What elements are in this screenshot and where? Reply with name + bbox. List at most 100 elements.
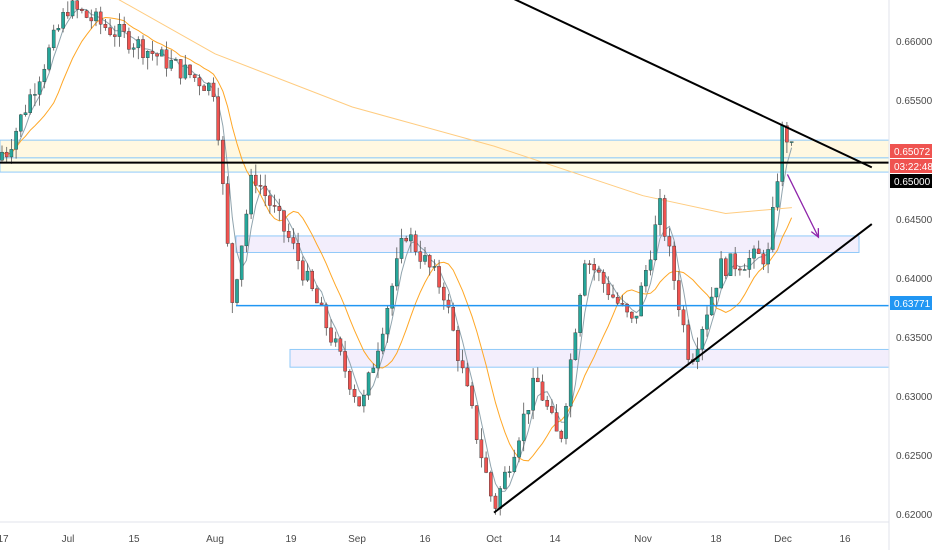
candle-body xyxy=(70,0,75,17)
candle-body xyxy=(225,183,230,244)
arrow-shaft xyxy=(786,174,820,238)
candle-body xyxy=(385,308,390,335)
candle-body xyxy=(131,47,136,50)
candle-body xyxy=(19,114,23,132)
lines-layer xyxy=(0,0,889,514)
candle-body xyxy=(277,206,282,211)
candle-body xyxy=(159,49,164,57)
candle-body xyxy=(507,471,512,473)
candle-body xyxy=(258,185,263,187)
candle-body xyxy=(169,60,174,69)
candle-body xyxy=(84,10,89,18)
last-price-label: 0.65072 xyxy=(894,147,931,158)
candle-body xyxy=(714,287,719,298)
candle-body xyxy=(357,396,362,407)
candle-body xyxy=(615,297,620,304)
candle-body xyxy=(216,96,221,141)
candle-body xyxy=(409,234,413,242)
candle-body xyxy=(780,125,784,182)
countdown-label: 03:22:48 xyxy=(894,162,932,173)
candle-body xyxy=(545,400,549,407)
x-tick-label: 18 xyxy=(710,534,722,545)
candle-body xyxy=(230,243,235,303)
ma-long-line xyxy=(118,0,792,215)
candle-body xyxy=(771,207,775,250)
candle-body xyxy=(451,306,456,331)
candle-body xyxy=(28,94,33,113)
candle-body xyxy=(446,299,451,308)
candle-body xyxy=(738,268,742,271)
candle-body xyxy=(719,258,723,289)
candle-body xyxy=(681,309,686,326)
candle-body xyxy=(253,174,258,186)
candle-body xyxy=(564,405,568,439)
candle-body xyxy=(418,251,423,262)
candle-body xyxy=(568,359,573,407)
candle-body xyxy=(37,81,42,95)
candle-body xyxy=(484,457,488,473)
x-tick-label: Jul xyxy=(62,534,75,545)
candle-body xyxy=(667,236,672,247)
candle-body xyxy=(98,11,103,25)
candle-body xyxy=(94,11,98,22)
ma-fast-line xyxy=(1,8,793,492)
time-axis[interactable]: 17 Jul 15 Aug 19 Sep 16 Oct 14 Nov 18 De… xyxy=(0,534,851,545)
candle-body xyxy=(747,258,752,270)
candle-body xyxy=(587,263,592,265)
candle-body xyxy=(14,130,18,150)
candle-body xyxy=(644,270,648,287)
candle-body xyxy=(432,266,437,268)
candle-body xyxy=(493,495,498,509)
candle-body xyxy=(362,394,366,407)
price-axis[interactable]: 0.66000 0.65500 0.64500 0.64000 0.63500 … xyxy=(896,37,932,521)
y-tick-label: 0.66000 xyxy=(896,37,932,48)
candle-body xyxy=(456,330,460,361)
candle-body xyxy=(192,74,197,78)
candle-body xyxy=(479,439,484,459)
candle-body xyxy=(174,59,178,61)
key-level-tag: 0.65000 xyxy=(890,174,932,188)
candle-body xyxy=(728,253,733,276)
arrow-head xyxy=(810,228,820,239)
candle-body xyxy=(700,329,705,350)
candle-body xyxy=(301,260,305,281)
candle-body xyxy=(554,412,559,432)
moving-averages xyxy=(1,0,793,492)
last-price-tag: 0.65072 xyxy=(890,144,932,158)
candle-body xyxy=(324,304,329,329)
candle-body xyxy=(578,294,582,333)
candle-body xyxy=(427,255,432,268)
x-tick-label: 15 xyxy=(128,534,140,545)
candle-body xyxy=(550,406,554,413)
x-tick-label: Dec xyxy=(774,534,792,545)
x-tick-label: 19 xyxy=(285,534,297,545)
candle-body xyxy=(244,213,249,247)
y-tick-label: 0.62500 xyxy=(896,451,932,462)
y-tick-label: 0.65500 xyxy=(896,96,932,107)
x-tick-label: Oct xyxy=(486,534,502,545)
resistance-zone xyxy=(0,139,890,159)
candle-body xyxy=(630,311,634,319)
candle-body xyxy=(183,64,188,79)
candle-body xyxy=(202,85,206,91)
y-tick-label: 0.64000 xyxy=(896,274,932,285)
candle-body xyxy=(23,112,28,116)
candle-body xyxy=(620,303,625,305)
candle-body xyxy=(56,28,61,31)
candle-body xyxy=(315,288,319,304)
candle-body xyxy=(442,286,446,301)
candle-body xyxy=(291,237,296,244)
candle-body xyxy=(592,264,596,271)
candle-body xyxy=(206,82,211,91)
candle-body xyxy=(413,234,418,252)
y-tick-label: 0.63500 xyxy=(896,333,932,344)
candle-body xyxy=(756,248,761,254)
x-tick-label: Nov xyxy=(634,534,652,545)
candle-body xyxy=(239,245,244,280)
key-level-label: 0.65000 xyxy=(894,177,931,188)
candle-body xyxy=(648,259,653,271)
candle-body xyxy=(606,283,611,296)
candle-body xyxy=(742,269,747,271)
candle-body xyxy=(677,280,681,311)
